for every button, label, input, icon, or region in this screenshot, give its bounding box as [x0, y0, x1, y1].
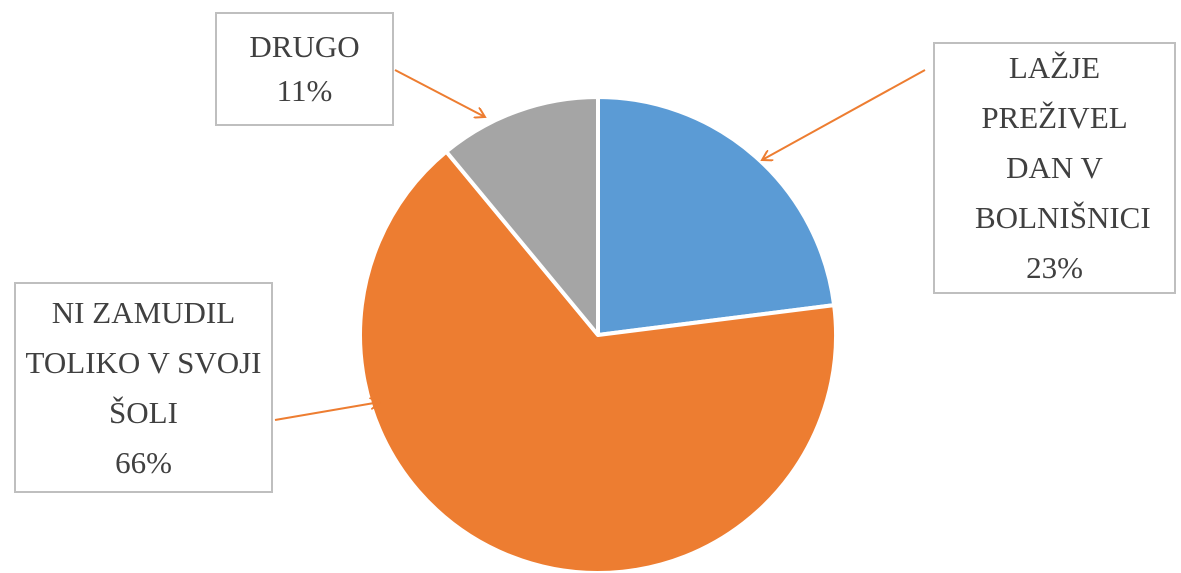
leader-line [394, 69, 485, 117]
pie-slice [444, 95, 600, 337]
data-callout: NI ZAMUDIL TOLIKO V SVOJI ŠOLI 66% [14, 282, 273, 493]
category-label: DRUGO [249, 29, 360, 64]
leader-line [274, 402, 380, 421]
category-label: LAŽJE PREŽIVEL DAN V BOLNIŠNICI [975, 50, 1151, 235]
data-callout: DRUGO 11% [215, 12, 394, 126]
data-callout: LAŽJE PREŽIVEL DAN V BOLNIŠNICI 23% [933, 42, 1176, 294]
pie-slice [358, 149, 838, 573]
leader-line [762, 69, 926, 160]
pie-slice [596, 95, 837, 337]
value-label: 66% [115, 444, 172, 480]
value-label: 23% [1026, 250, 1083, 285]
category-label: NI ZAMUDIL TOLIKO V SVOJI ŠOLI [25, 294, 262, 430]
value-label: 11% [276, 73, 333, 108]
